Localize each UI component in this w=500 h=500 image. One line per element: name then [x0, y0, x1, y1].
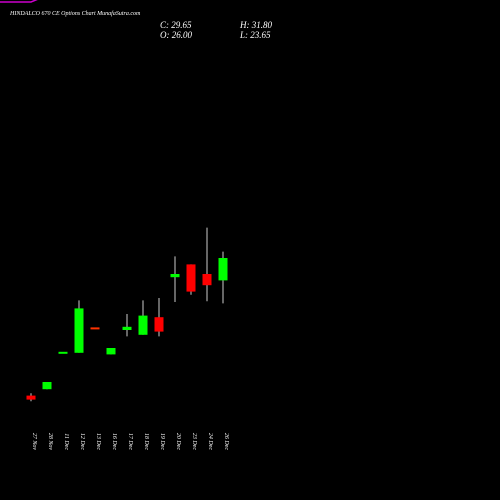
low-value: L: 23.65 — [239, 30, 271, 40]
candle-28-nov — [42, 382, 52, 390]
candle-body — [202, 274, 212, 286]
x-tick-label: 23 Dec — [191, 433, 197, 450]
candle-13-dec — [90, 327, 100, 330]
candle-body — [138, 315, 148, 335]
candle-23-dec — [186, 264, 196, 295]
x-tick-label: 24 Dec — [207, 433, 214, 450]
candle-26-dec — [218, 251, 228, 304]
candles-layer — [26, 227, 228, 402]
x-axis-labels: 27 Nov 28 Nov 11 Dec 12 Dec 13 Dec 16 Dec 17 D… — [31, 433, 229, 451]
candle-24-dec — [202, 227, 212, 302]
candle-body — [26, 395, 36, 400]
candle-body — [42, 382, 52, 390]
x-tick-label: 28 Nov — [47, 433, 53, 451]
candle-11-dec — [58, 351, 68, 354]
candle-body — [218, 258, 228, 281]
x-tick-label: 20 Dec — [175, 433, 181, 450]
high-value: H: 31.80 — [239, 20, 272, 30]
x-tick-label: 18 Dec — [143, 433, 149, 450]
candle-19-dec — [154, 298, 164, 337]
candle-17-dec — [122, 314, 132, 337]
candle-body — [170, 274, 180, 278]
candle-body — [186, 264, 196, 292]
candle-16-dec — [106, 348, 116, 355]
x-tick-label: 17 Dec — [127, 433, 133, 450]
candle-body — [58, 351, 68, 354]
x-tick-label: 27 Nov — [31, 433, 37, 451]
open-value: O: 26.00 — [160, 30, 192, 40]
candle-27-nov — [26, 393, 36, 402]
candle-12-dec — [74, 300, 84, 353]
candle-18-dec — [138, 300, 148, 335]
x-tick-label: 19 Dec — [159, 433, 165, 450]
x-tick-label: 12 Dec — [79, 433, 85, 450]
x-tick-label: 16 Dec — [111, 433, 117, 450]
x-tick-label: 26 Dec — [223, 433, 229, 450]
candle-body — [90, 327, 100, 330]
candle-body — [106, 348, 116, 355]
candle-body — [74, 308, 84, 353]
chart-title: HINDALCO 670 CE Options Chart MunafaSutr… — [9, 10, 141, 17]
candle-20-dec — [170, 256, 180, 302]
candle-body — [122, 326, 132, 330]
x-tick-label: 11 Dec — [63, 433, 69, 450]
candle-body — [154, 317, 164, 332]
x-tick-label: 13 Dec — [95, 433, 101, 450]
close-value: C: 29.65 — [160, 20, 192, 30]
